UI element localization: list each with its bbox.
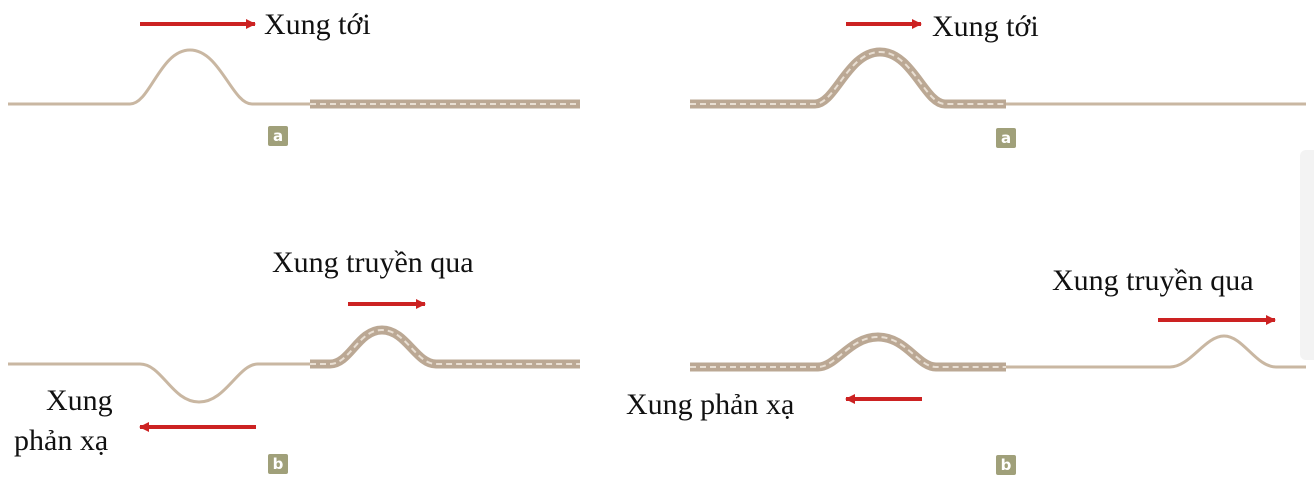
thick-rope-right-top: [690, 47, 1006, 109]
thick-rope-right-bottom: [690, 332, 1006, 372]
thick-rope-left-bottom: [310, 325, 580, 369]
reflected-label-left-line1: Xung: [46, 384, 113, 417]
badge-b-right: b: [996, 455, 1016, 475]
reflected-label-left-line2: phản xạ: [14, 424, 109, 457]
edge-decoration: [1300, 150, 1314, 360]
incident-label-right: Xung tới: [932, 10, 1039, 43]
incident-label-left: Xung tới: [264, 8, 371, 41]
thick-rope-right-bottom-braid: [690, 335, 1006, 368]
thin-rope-left-top: [8, 48, 310, 106]
badge-a-left: a: [268, 126, 288, 146]
thick-rope-right-top-braid: [690, 50, 1006, 105]
thin-rope-right-bottom: [1006, 334, 1306, 369]
thick-rope-left-bottom-braid: [310, 328, 580, 365]
badge-b-left: b: [268, 454, 288, 474]
reflected-label-right: Xung phản xạ: [626, 388, 795, 421]
thin-rope-left-bottom: [8, 362, 310, 404]
badge-a-right: a: [996, 128, 1016, 148]
transmitted-label-left: Xung truyền qua: [272, 246, 474, 279]
transmitted-label-right: Xung truyền qua: [1052, 264, 1254, 297]
